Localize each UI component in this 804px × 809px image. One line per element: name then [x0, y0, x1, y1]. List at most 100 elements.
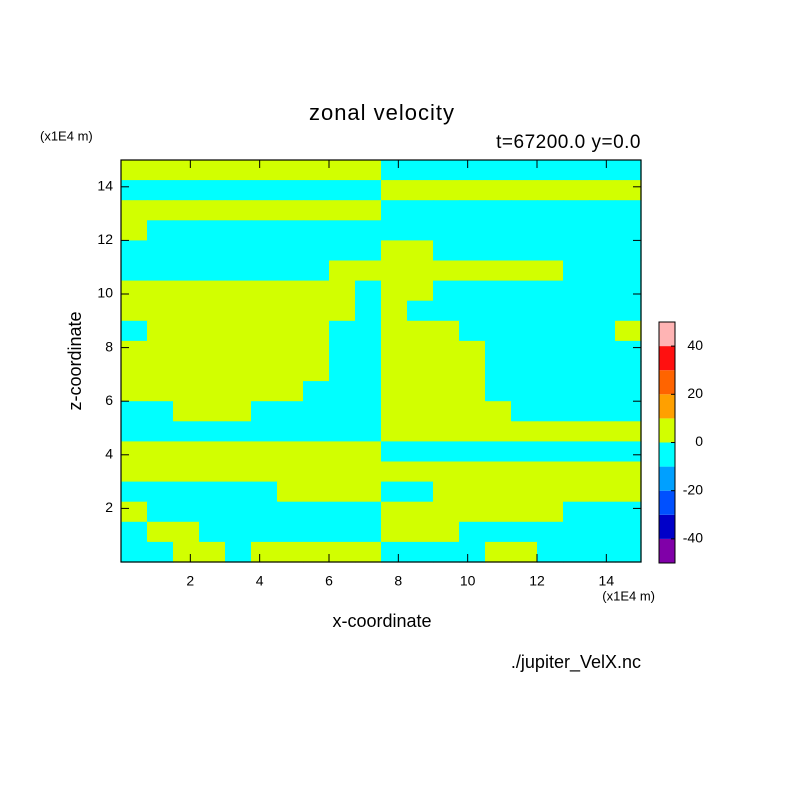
colorbar-swatch [659, 394, 675, 419]
contour-cell [589, 220, 616, 241]
contour-cell [433, 461, 460, 483]
chart-title: zonal velocity [309, 100, 455, 125]
contour-cell [121, 240, 148, 262]
contour-cell [615, 421, 642, 442]
contour-cell [173, 340, 200, 362]
contour-cell [589, 541, 616, 563]
contour-cell [407, 361, 434, 382]
contour-cell [563, 260, 590, 282]
contour-cell [225, 220, 252, 241]
y-tick-label: 14 [97, 178, 113, 194]
contour-cell [563, 541, 590, 563]
contour-cell [381, 501, 408, 523]
contour-cell [355, 461, 382, 483]
contour-cell [433, 401, 460, 422]
colorbar-tick-label: 40 [687, 337, 703, 353]
contour-cell [355, 441, 382, 463]
contour-cell [511, 461, 538, 483]
contour-cell [303, 521, 330, 543]
contour-cell [277, 240, 304, 262]
colorbar-swatch [659, 442, 675, 467]
contour-cell [251, 521, 278, 543]
contour-cell [173, 381, 200, 402]
contour-cell [251, 441, 278, 463]
contour-cell [407, 220, 434, 241]
contour-cell [225, 320, 252, 342]
contour-cell [485, 521, 512, 543]
contour-cell [511, 300, 538, 322]
contour-cell [433, 441, 460, 463]
contour-cell [277, 300, 304, 322]
contour-cell [329, 361, 356, 382]
contour-cell [589, 361, 616, 382]
contour-cell [225, 180, 252, 201]
contour-cell [537, 220, 564, 241]
contour-cell [303, 361, 330, 382]
contour-cell [147, 220, 174, 241]
contour-cell [485, 260, 512, 282]
contour-cell [407, 441, 434, 463]
contour-cell [407, 300, 434, 322]
contour-cell [381, 240, 408, 262]
contour-cell [381, 340, 408, 362]
contour-cell [121, 300, 148, 322]
contour-cell [511, 320, 538, 342]
contour-cell [537, 441, 564, 463]
contour-cell [381, 401, 408, 422]
contour-cell [589, 501, 616, 523]
contour-cell [329, 300, 356, 322]
contour-cell [433, 260, 460, 282]
contour-cell [381, 280, 408, 302]
contour-cell [121, 441, 148, 463]
contour-cell [225, 521, 252, 543]
contour-cell [433, 340, 460, 362]
contour-cell [537, 421, 564, 442]
x-tick-label: 10 [460, 573, 476, 589]
contour-cell [355, 481, 382, 503]
contour-cell [511, 260, 538, 282]
contour-cell [303, 340, 330, 362]
contour-cell [615, 220, 642, 241]
contour-cell [303, 260, 330, 282]
contour-cell [225, 421, 252, 442]
contour-cell [485, 401, 512, 422]
contour-cell [381, 180, 408, 201]
contour-cell [173, 240, 200, 262]
contour-cell [355, 220, 382, 241]
contour-cell [537, 501, 564, 523]
contour-cell [485, 501, 512, 523]
contour-cell [511, 421, 538, 442]
contour-cell [615, 501, 642, 523]
contour-cell [589, 280, 616, 302]
contour-cell [277, 200, 304, 221]
contour-cell [251, 461, 278, 483]
contour-cell [589, 320, 616, 342]
contour-cell [329, 180, 356, 201]
y-tick-label: 12 [97, 231, 113, 247]
contour-cell [121, 200, 148, 221]
contour-cell [147, 481, 174, 503]
contour-cell [433, 200, 460, 221]
contour-cell [407, 260, 434, 282]
contour-cell [459, 340, 486, 362]
contour-cell [433, 521, 460, 543]
contour-cell [563, 481, 590, 503]
contour-cell [329, 160, 356, 181]
contour-cell [303, 280, 330, 302]
source-label: ./jupiter_VelX.nc [511, 652, 641, 673]
contour-cell [459, 260, 486, 282]
contour-cell [329, 381, 356, 402]
contour-cell [563, 521, 590, 543]
contour-cell [121, 421, 148, 442]
contour-cell [459, 200, 486, 221]
contour-cell [225, 200, 252, 221]
contour-cell [303, 481, 330, 503]
contour-cell [329, 481, 356, 503]
contour-cell [147, 300, 174, 322]
contour-cell [381, 541, 408, 563]
contour-cell [615, 381, 642, 402]
contour-cell [329, 260, 356, 282]
contour-cell [459, 220, 486, 241]
contour-cell [563, 421, 590, 442]
contour-cell [537, 200, 564, 221]
